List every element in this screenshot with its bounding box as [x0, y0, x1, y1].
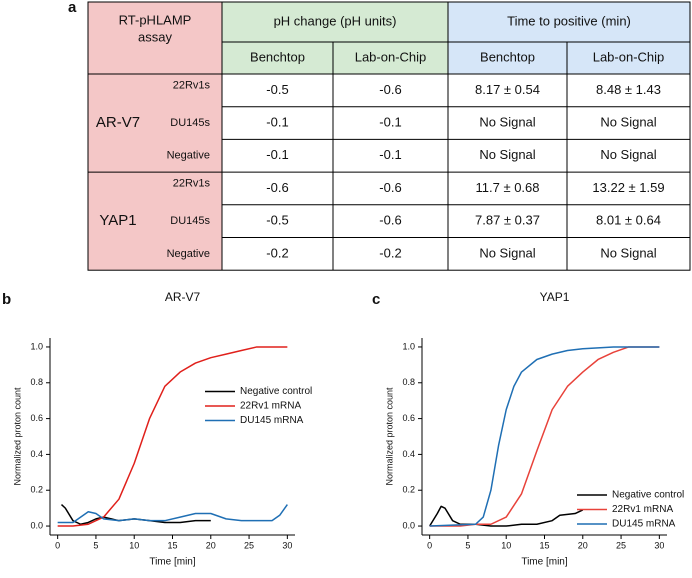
- x-tick-label: 5: [465, 540, 470, 550]
- y-tick-label: 0.8: [402, 377, 415, 387]
- y-tick-label: 0.0: [402, 520, 415, 530]
- cell: -0.1: [379, 114, 401, 129]
- x-axis-label: Time [min]: [149, 557, 196, 568]
- legend-label: Negative control: [612, 490, 684, 501]
- data-line: [429, 346, 660, 527]
- cell: 8.48 ± 1.43: [596, 82, 661, 97]
- panel-label: b: [2, 291, 11, 308]
- data-line: [57, 504, 288, 524]
- data-line: [57, 346, 288, 527]
- cell: -0.2: [379, 245, 401, 260]
- x-tick-label: 25: [244, 540, 254, 550]
- y-tick-label: 0.4: [30, 449, 43, 459]
- cell-bg: [222, 2, 448, 74]
- cell: -0.1: [379, 147, 401, 162]
- data-line: [429, 346, 660, 527]
- cell-bg: [88, 2, 222, 271]
- y-axis-label: Normalized proton count: [12, 387, 22, 486]
- cell: -0.1: [266, 147, 288, 162]
- panel-label: c: [372, 291, 380, 308]
- cell-bg: [448, 2, 690, 74]
- panel-label: a: [68, 0, 77, 16]
- x-tick-label: 30: [282, 540, 292, 550]
- x-tick-label: 20: [578, 540, 588, 550]
- data-line: [60, 504, 211, 526]
- legend-label: Negative control: [240, 386, 312, 397]
- y-tick-label: 1.0: [30, 341, 43, 351]
- x-tick-label: 20: [206, 540, 216, 550]
- legend-label: DU145 mRNA: [240, 415, 304, 426]
- corner-header: RT-pHLAMP assay: [119, 13, 192, 45]
- group-header: pH change (pH units): [274, 13, 397, 28]
- x-tick-label: 30: [654, 540, 664, 550]
- cell: -0.5: [266, 82, 288, 97]
- cell: No Signal: [479, 147, 535, 162]
- cell: 8.17 ± 0.54: [475, 82, 540, 97]
- cell: -0.1: [266, 114, 288, 129]
- sample-name: DU145s: [170, 117, 210, 129]
- x-axis-label: Time [min]: [521, 557, 568, 568]
- cell: -0.5: [266, 213, 288, 228]
- group-name: AR-V7: [96, 114, 140, 131]
- y-tick-label: 0.6: [30, 413, 43, 423]
- y-tick-label: 0.0: [30, 520, 43, 530]
- chart-title: YAP1: [540, 290, 570, 304]
- cell: -0.6: [379, 213, 401, 228]
- sample-name: DU145s: [170, 215, 210, 227]
- sub-header: Benchtop: [250, 49, 305, 64]
- data-line: [429, 505, 584, 527]
- cell: -0.6: [379, 180, 401, 195]
- x-tick-label: 15: [167, 540, 177, 550]
- legend-label: 22Rv1 mRNA: [240, 401, 301, 412]
- x-tick-label: 0: [427, 540, 432, 550]
- x-tick-label: 0: [55, 540, 60, 550]
- cell: -0.6: [266, 180, 288, 195]
- cell: No Signal: [600, 114, 656, 129]
- sub-header: Lab-on-Chip: [355, 49, 427, 64]
- legend-label: 22Rv1 mRNA: [612, 504, 673, 515]
- cell: No Signal: [479, 245, 535, 260]
- sub-header: Benchtop: [480, 49, 535, 64]
- y-tick-label: 0.8: [30, 377, 43, 387]
- cell: -0.6: [379, 82, 401, 97]
- sample-name: Negative: [167, 150, 210, 162]
- x-tick-label: 15: [539, 540, 549, 550]
- group-name: YAP1: [99, 212, 136, 229]
- cell: -0.2: [266, 245, 288, 260]
- x-tick-label: 5: [93, 540, 98, 550]
- cell: 11.7 ± 0.68: [476, 180, 540, 195]
- sample-name: Negative: [167, 248, 210, 260]
- y-tick-label: 0.2: [402, 485, 415, 495]
- y-axis-label: Normalized proton count: [384, 387, 394, 486]
- cell: 13.22 ± 1.59: [592, 180, 664, 195]
- group-header: Time to positive (min): [507, 13, 631, 28]
- y-tick-label: 0.4: [402, 449, 415, 459]
- table-border: [87, 1, 691, 271]
- cell: No Signal: [479, 114, 535, 129]
- x-tick-label: 10: [129, 540, 139, 550]
- sample-name: 22Rv1s: [173, 79, 211, 91]
- cell: 7.87 ± 0.37: [475, 213, 540, 228]
- x-tick-label: 10: [501, 540, 511, 550]
- y-tick-label: 0.6: [402, 413, 415, 423]
- y-tick-label: 1.0: [402, 341, 415, 351]
- cell: No Signal: [600, 245, 656, 260]
- cell: No Signal: [600, 147, 656, 162]
- sample-name: 22Rv1s: [173, 177, 211, 189]
- sub-header: Lab-on-Chip: [593, 49, 665, 64]
- chart-title: AR-V7: [165, 290, 201, 304]
- cell: 8.01 ± 0.64: [596, 213, 661, 228]
- x-tick-label: 25: [616, 540, 626, 550]
- legend-label: DU145 mRNA: [612, 519, 676, 530]
- y-tick-label: 0.2: [30, 485, 43, 495]
